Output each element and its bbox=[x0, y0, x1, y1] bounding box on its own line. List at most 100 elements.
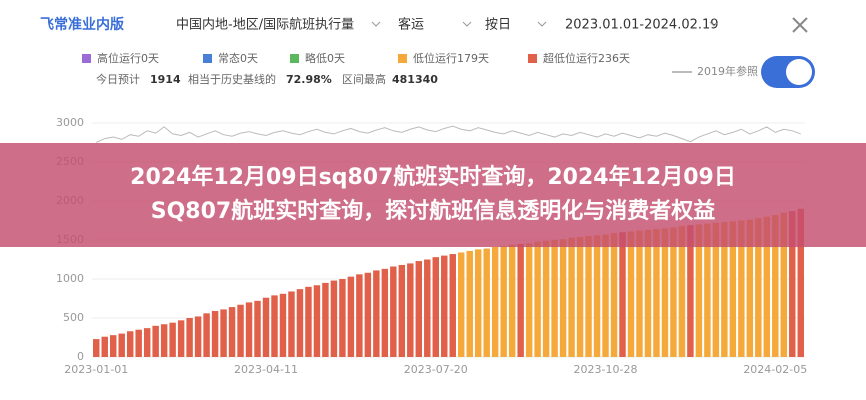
dropdown[interactable]: 中国内地-地区/国际航班执行量 bbox=[176, 17, 354, 33]
banner-line: SQ807航班实时查询，探讨航班信息透明化与消费者权益 bbox=[150, 199, 716, 224]
legend-label: 2019年参照 bbox=[697, 64, 758, 78]
y-tick-label: 500 bbox=[63, 311, 84, 324]
legend-swatch bbox=[290, 54, 299, 63]
date-range[interactable]: 2023.01.01-2024.02.19 bbox=[565, 18, 719, 33]
close-button[interactable] bbox=[792, 17, 808, 33]
legend-label: 超低位运行236天 bbox=[543, 51, 630, 65]
bar bbox=[491, 247, 499, 357]
bar bbox=[432, 257, 439, 357]
bar bbox=[636, 230, 643, 357]
dropdown[interactable]: 客运 bbox=[398, 17, 424, 33]
bar bbox=[687, 225, 694, 357]
bar bbox=[160, 324, 168, 357]
bar bbox=[364, 272, 372, 357]
toggle-knob bbox=[786, 59, 812, 85]
bar bbox=[729, 221, 737, 357]
bar bbox=[755, 218, 762, 357]
stat-label: 相当于历史基线的 bbox=[188, 72, 276, 86]
bar bbox=[135, 329, 142, 357]
y-tick-label: 0 bbox=[77, 350, 84, 363]
bar bbox=[789, 211, 796, 357]
bar bbox=[424, 259, 431, 357]
bar bbox=[330, 280, 338, 357]
bar bbox=[279, 293, 287, 357]
bar bbox=[305, 286, 312, 357]
bar bbox=[109, 335, 117, 357]
bar bbox=[237, 304, 244, 357]
bar bbox=[525, 243, 533, 357]
bar bbox=[551, 240, 558, 357]
legend-swatch bbox=[528, 54, 537, 63]
bar bbox=[101, 336, 108, 357]
bar bbox=[712, 222, 720, 357]
x-tick-label: 2023-10-28 bbox=[574, 363, 638, 376]
legend-label: 低位运行179天 bbox=[413, 51, 489, 65]
bar bbox=[126, 331, 134, 357]
stat-value: 72.98% bbox=[286, 73, 332, 86]
bar bbox=[373, 270, 380, 357]
bar bbox=[441, 255, 448, 357]
legend-swatch bbox=[203, 54, 212, 63]
bar bbox=[738, 220, 745, 357]
bar bbox=[746, 219, 754, 357]
bar bbox=[93, 339, 100, 357]
legend-label: 高位运行0天 bbox=[97, 51, 159, 65]
bar bbox=[661, 228, 669, 357]
stat-label: 今日预计 bbox=[96, 72, 140, 86]
bar bbox=[296, 289, 304, 357]
toggle[interactable] bbox=[761, 56, 815, 88]
bar bbox=[415, 261, 423, 357]
bar bbox=[542, 240, 550, 357]
bar bbox=[763, 216, 771, 357]
bar bbox=[653, 229, 660, 357]
bar bbox=[313, 285, 321, 357]
bar bbox=[678, 225, 686, 357]
bar bbox=[534, 241, 541, 357]
bar bbox=[288, 291, 295, 357]
bar bbox=[143, 328, 151, 357]
bar bbox=[228, 307, 236, 357]
bar bbox=[271, 295, 278, 357]
bar bbox=[381, 268, 389, 357]
bar bbox=[474, 249, 482, 357]
bar bbox=[339, 279, 346, 357]
bar bbox=[568, 237, 575, 357]
legend-label: 略低0天 bbox=[305, 51, 345, 65]
banner-line: 2024年12月09日sq807航班实时查询，2024年12月09日 bbox=[130, 165, 736, 190]
bar bbox=[449, 254, 456, 357]
bar bbox=[466, 250, 473, 357]
bar bbox=[508, 244, 516, 357]
bar bbox=[211, 310, 219, 357]
bar bbox=[585, 236, 592, 357]
reference-line bbox=[96, 125, 801, 143]
bar bbox=[670, 227, 677, 357]
bar bbox=[152, 325, 159, 357]
bar bbox=[407, 263, 414, 357]
dropdown[interactable]: 按日 bbox=[485, 18, 511, 33]
bar bbox=[695, 224, 703, 357]
bar bbox=[619, 232, 626, 357]
bar bbox=[517, 243, 524, 357]
x-tick-label: 2023-01-01 bbox=[64, 363, 128, 376]
bar bbox=[772, 215, 779, 357]
x-tick-label: 2023-07-20 bbox=[404, 363, 468, 376]
x-tick-label: 2023-04-11 bbox=[234, 363, 298, 376]
bar bbox=[347, 276, 355, 357]
bar bbox=[177, 320, 185, 357]
bar bbox=[797, 208, 804, 357]
bar bbox=[483, 248, 490, 357]
chevrons bbox=[371, 21, 719, 27]
bar bbox=[169, 322, 176, 357]
stat-label: 区间最高 bbox=[342, 72, 386, 86]
stat-value: 1914 bbox=[150, 73, 181, 86]
bar bbox=[390, 266, 397, 357]
bar bbox=[576, 236, 584, 357]
logo: 飞常准业内版 bbox=[40, 16, 124, 33]
legend-label: 常态0天 bbox=[218, 52, 258, 65]
bar bbox=[644, 229, 652, 357]
bar bbox=[602, 234, 609, 357]
bar bbox=[186, 318, 193, 357]
bar bbox=[203, 313, 210, 357]
